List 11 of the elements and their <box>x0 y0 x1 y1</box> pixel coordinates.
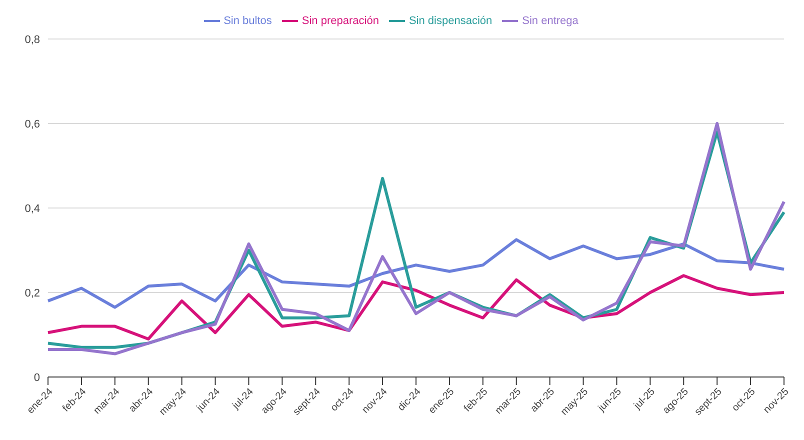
legend-label: Sin bultos <box>224 14 272 27</box>
y-tick-label: 0 <box>34 372 40 384</box>
legend-label: Sin preparación <box>302 14 379 27</box>
line-series <box>46 238 786 309</box>
y-tick-label: 0,8 <box>24 34 40 46</box>
legend-label: Sin dispensación <box>408 14 492 27</box>
y-tick-label: 0,2 <box>24 287 40 300</box>
line-series <box>46 274 786 340</box>
y-tick-label: 0,4 <box>24 202 40 215</box>
y-tick-label: 0,6 <box>24 118 40 130</box>
legend-label: Sin entrega <box>522 14 578 27</box>
